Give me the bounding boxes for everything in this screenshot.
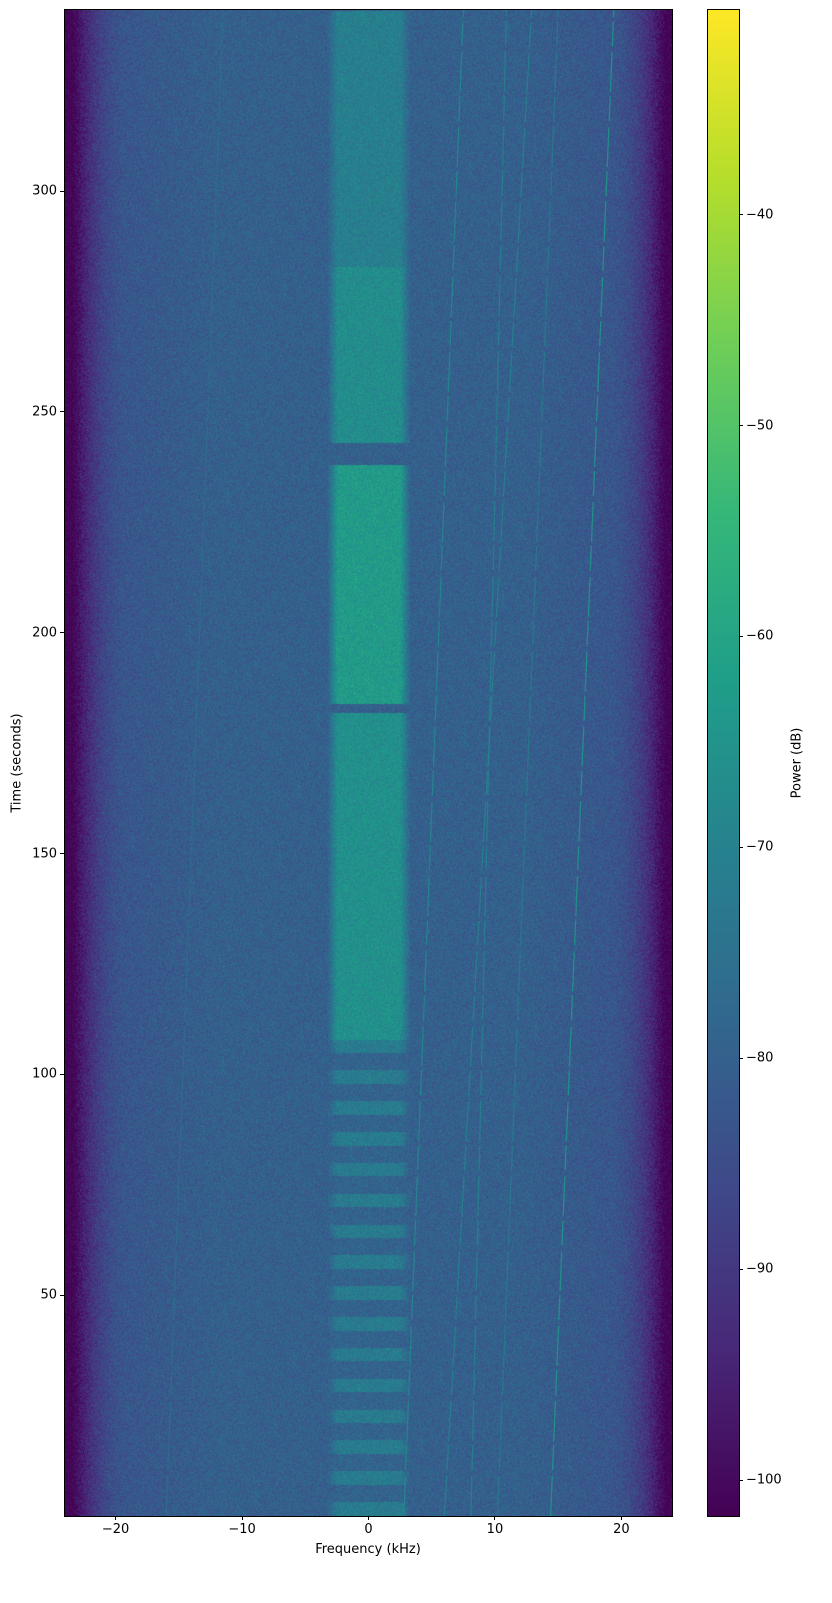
colorbar-tick-label: −60 xyxy=(746,628,774,644)
y-tick-label: 100 xyxy=(32,1066,57,1082)
x-tick-label: 10 xyxy=(486,1522,504,1537)
tone-line-3 xyxy=(496,10,559,1516)
colorbar-tick-mark xyxy=(739,1479,743,1481)
y-tick-label: 50 xyxy=(40,1287,57,1303)
x-tick-label: 20 xyxy=(613,1522,630,1537)
x-tick-label: 0 xyxy=(364,1522,373,1537)
y-tick-mark xyxy=(60,632,64,634)
tone-line-0 xyxy=(403,10,464,1516)
y-tick-label: 300 xyxy=(32,183,57,199)
x-tick-label: −10 xyxy=(228,1522,256,1537)
y-tick-mark xyxy=(60,1073,64,1075)
y-tick-mark xyxy=(60,411,64,413)
x-axis-label: Frequency (kHz) xyxy=(315,1542,421,1557)
colorbar-tick-mark xyxy=(739,1268,743,1270)
colorbar-tick-mark xyxy=(739,214,743,216)
x-tick-mark xyxy=(620,1516,622,1520)
x-tick-mark xyxy=(494,1516,496,1520)
colorbar-tick-label: −50 xyxy=(746,418,774,434)
x-tick-label: −20 xyxy=(101,1522,130,1537)
y-tick-label: 150 xyxy=(32,846,57,862)
colorbar-tick-mark xyxy=(739,846,743,848)
spectrogram-plot xyxy=(65,10,672,1516)
colorbar-tick-label: −70 xyxy=(746,839,774,855)
colorbar-tick-mark xyxy=(739,1057,743,1059)
colorbar-tick-label: −80 xyxy=(746,1050,774,1066)
tone-line-4 xyxy=(549,10,615,1516)
tone-line-2 xyxy=(470,10,507,1516)
x-tick-mark xyxy=(241,1516,243,1520)
x-tick-mark xyxy=(115,1516,117,1520)
spectrogram-heatmap xyxy=(65,10,672,1516)
colorbar-tick-label: −100 xyxy=(746,1472,782,1488)
y-axis-label: Time (seconds) xyxy=(9,713,25,813)
colorbar-tick-mark xyxy=(739,425,743,427)
y-tick-mark xyxy=(60,1294,64,1296)
y-tick-mark xyxy=(60,190,64,192)
x-tick-mark xyxy=(368,1516,369,1520)
colorbar-tick-label: −90 xyxy=(746,1261,774,1277)
colorbar xyxy=(708,10,739,1516)
colorbar-tick-mark xyxy=(739,635,743,637)
tone-line-5 xyxy=(165,10,224,1516)
tone-lines-layer xyxy=(165,10,615,1516)
y-tick-mark xyxy=(60,853,64,855)
colorbar-tick-label: −40 xyxy=(746,207,774,223)
y-tick-label: 250 xyxy=(32,404,57,420)
y-tick-label: 200 xyxy=(32,625,57,641)
colorbar-label: Power (dB) xyxy=(789,727,805,799)
